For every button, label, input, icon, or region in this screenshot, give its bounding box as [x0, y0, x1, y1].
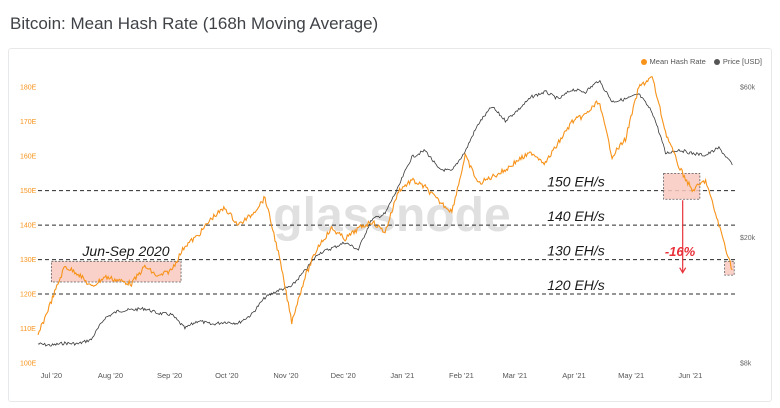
legend: Mean Hash Rate Price [USD] [640, 57, 762, 66]
x-tick-2: Sep '20 [157, 371, 182, 380]
x-tick-5: Dec '20 [331, 371, 356, 380]
x-tick-1: Aug '20 [98, 371, 123, 380]
x-tick-11: Jun '21 [678, 371, 702, 380]
y-left-tick-180E: 180E [20, 85, 37, 92]
highlight-box-may-2021 [663, 173, 701, 200]
legend-dot-hash-icon [640, 58, 647, 65]
y-right-tick-2: $60k [740, 85, 756, 92]
annotation-jun-sep-2020: Jun-Sep 2020 [81, 243, 169, 259]
reference-label-150: 150 EH/s [547, 174, 605, 190]
series-layer [37, 76, 733, 347]
y-right-tick-0: $8k [740, 361, 752, 368]
annotations: Jun-Sep 2020 -16% [81, 200, 696, 274]
x-tick-9: Apr '21 [562, 371, 586, 380]
highlight-boxes [50, 173, 735, 283]
x-tick-8: Mar '21 [502, 371, 527, 380]
x-tick-6: Jan '21 [390, 371, 414, 380]
y-left-tick-170E: 170E [20, 119, 37, 126]
series-line-price [37, 79, 733, 347]
legend-label-hash: Mean Hash Rate [649, 57, 706, 66]
y-left-tick-100E: 100E [20, 361, 37, 368]
y-left-tick-140E: 140E [20, 223, 37, 230]
legend-item-price[interactable]: Price [USD] [713, 57, 762, 66]
x-tick-10: May '21 [618, 371, 644, 380]
axes: 100E 110E 120E 130E 140E 150E 160E 170E 180E $8k $… [20, 85, 756, 380]
reference-label-120: 120 EH/s [547, 277, 605, 293]
y-left-tick-160E: 160E [20, 154, 37, 161]
reference-label-140: 140 EH/s [547, 208, 605, 224]
x-tick-4: Nov '20 [273, 371, 298, 380]
y-left-tick-110E: 110E [20, 326, 36, 333]
y-left-tick-130E: 130E [20, 257, 37, 264]
x-tick-0: Jul '20 [41, 371, 62, 380]
highlight-box-jun-sep-2020 [50, 260, 182, 283]
x-tick-3: Oct '20 [215, 371, 239, 380]
highlight-box-jun-2021 [724, 260, 735, 276]
y-left-tick-120E: 120E [20, 292, 37, 299]
series-line-mean-hash-rate [37, 76, 733, 336]
watermark: glassnode [273, 189, 510, 242]
legend-item-hash[interactable]: Mean Hash Rate [640, 57, 706, 66]
annotation-minus-16-percent: -16% [665, 244, 696, 259]
x-tick-7: Feb '21 [449, 371, 474, 380]
y-right-tick-1: $20k [740, 235, 756, 242]
drop-arrow-head-icon [679, 267, 687, 274]
legend-label-price: Price [USD] [722, 57, 762, 66]
y-left-tick-150E: 150E [20, 188, 37, 195]
reference-label-130: 130 EH/s [547, 243, 605, 259]
legend-dot-price-icon [713, 58, 720, 65]
chart-title: Bitcoin: Mean Hash Rate (168h Moving Ave… [10, 14, 379, 33]
